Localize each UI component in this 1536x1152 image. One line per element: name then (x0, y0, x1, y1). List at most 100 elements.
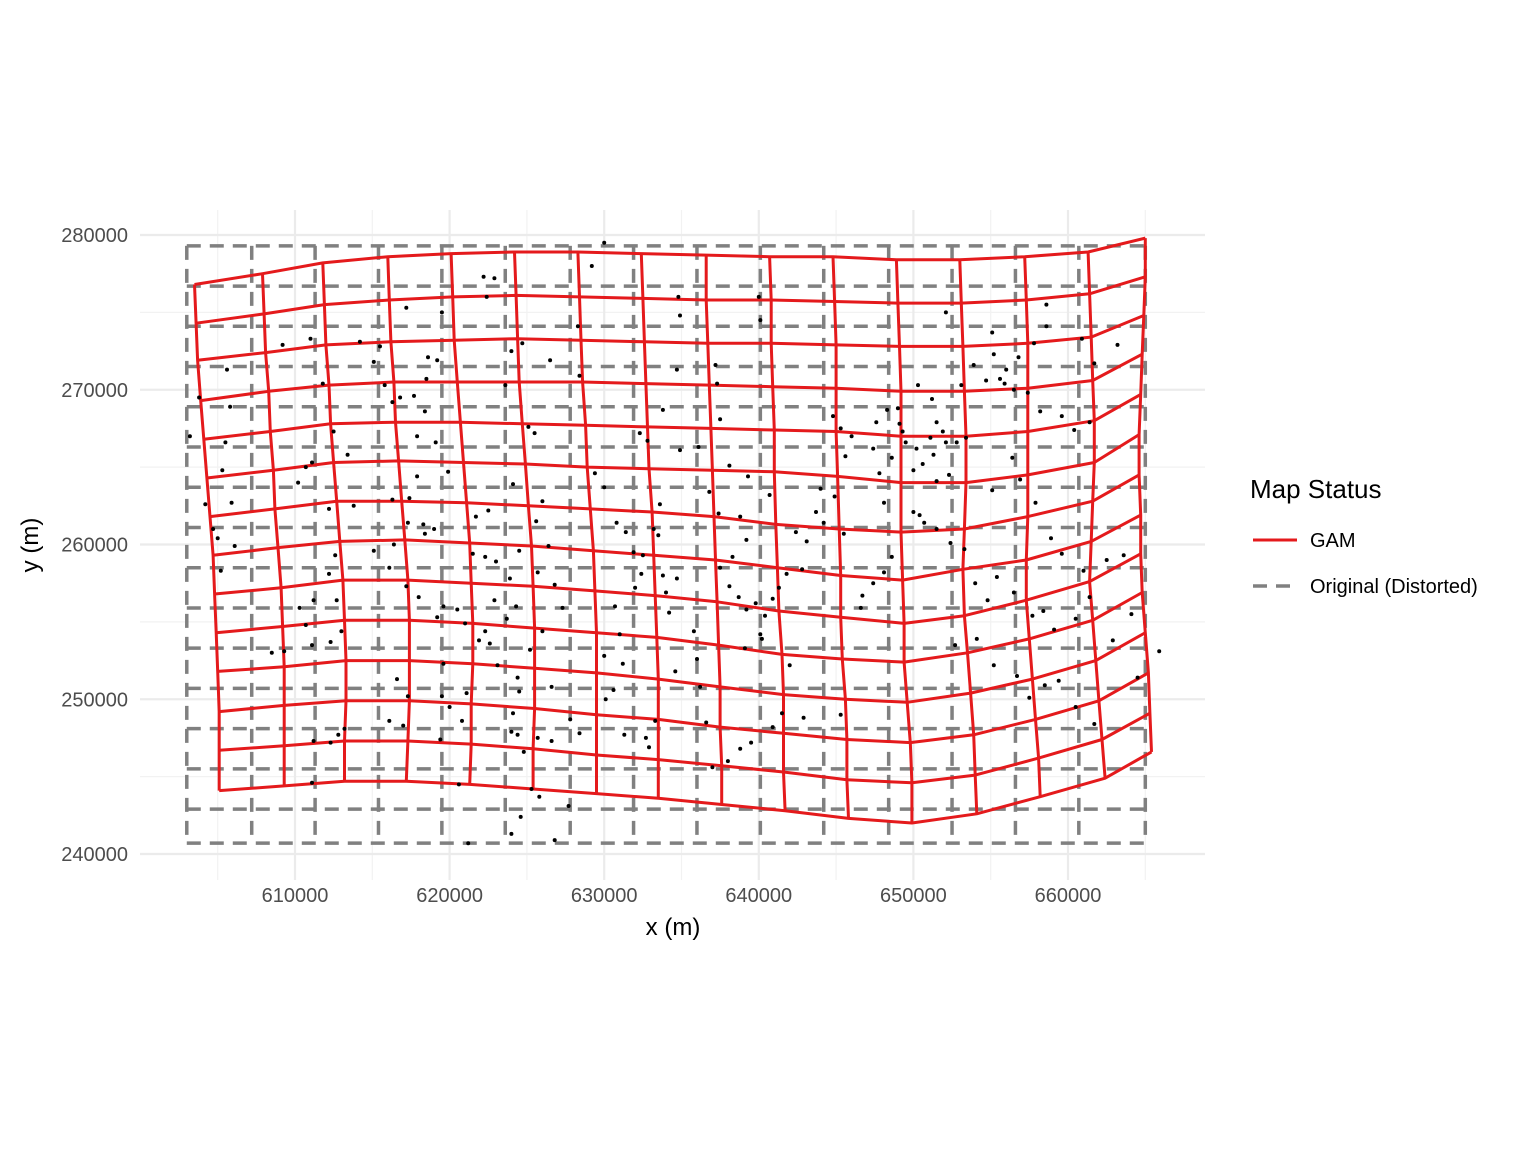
point-222 (877, 471, 882, 476)
point-139 (631, 550, 636, 555)
point-2 (223, 440, 228, 445)
point-181 (770, 596, 775, 601)
gam-col-3 (386, 256, 411, 782)
point-165 (664, 590, 668, 595)
y-tick-label-2: 260000 (61, 535, 128, 557)
point-216 (838, 712, 843, 717)
point-157 (637, 431, 642, 436)
point-257 (1059, 551, 1064, 556)
point-131 (577, 373, 582, 378)
point-130 (548, 358, 553, 363)
point-255 (1121, 553, 1126, 558)
point-260 (1018, 477, 1023, 482)
point-296 (1042, 683, 1047, 688)
point-224 (874, 420, 879, 425)
point-195 (746, 474, 750, 479)
point-190 (838, 426, 843, 431)
point-118 (540, 499, 545, 504)
point-33 (311, 739, 316, 743)
point-41 (382, 383, 387, 388)
point-213 (758, 632, 763, 637)
point-241 (922, 520, 927, 525)
point-146 (611, 688, 616, 692)
point-116 (509, 831, 514, 836)
point-297 (1056, 678, 1061, 683)
point-35 (336, 732, 341, 737)
point-127 (577, 731, 582, 736)
point-152 (676, 294, 681, 299)
point-31 (282, 649, 287, 654)
point-254 (1104, 558, 1109, 562)
gam-row-9 (216, 591, 1143, 664)
point-194 (767, 493, 772, 497)
point-231 (920, 462, 925, 466)
point-304 (818, 486, 823, 491)
point-32 (269, 650, 274, 655)
point-134 (602, 240, 607, 245)
point-141 (633, 585, 638, 590)
point-278 (1115, 342, 1120, 347)
legend-label-original: Original (Distorted) (1310, 576, 1478, 598)
point-186 (814, 510, 818, 514)
point-122 (560, 605, 565, 610)
point-89 (526, 424, 531, 429)
point-244 (962, 547, 967, 552)
x-tick-label-1: 620000 (416, 885, 483, 907)
gam-row-4 (203, 393, 1142, 441)
point-115 (529, 787, 534, 791)
point-273 (1038, 409, 1043, 414)
gam-col-15 (1137, 238, 1153, 752)
point-264 (984, 378, 989, 383)
point-54 (415, 474, 420, 479)
point-229 (903, 440, 908, 445)
point-196 (727, 463, 732, 468)
point-64 (404, 584, 409, 589)
gam-row-1 (195, 275, 1146, 325)
point-133 (589, 264, 594, 268)
point-57 (405, 520, 410, 525)
point-23 (327, 571, 331, 576)
legend: Map Status GAM Original (Distorted) (1250, 474, 1478, 598)
point-285 (1002, 381, 1007, 386)
point-284 (1004, 367, 1009, 372)
point-68 (455, 607, 460, 612)
point-161 (656, 533, 661, 538)
gam-col-1 (261, 273, 286, 786)
point-256 (1081, 568, 1086, 573)
point-63 (387, 565, 392, 570)
point-214 (742, 646, 747, 651)
point-177 (780, 711, 784, 716)
point-261 (1010, 455, 1015, 460)
point-188 (843, 454, 848, 459)
point-77 (447, 705, 452, 709)
point-22 (333, 553, 338, 558)
gam-col-8 (704, 255, 724, 805)
point-62 (371, 548, 376, 553)
gam-col-11 (894, 259, 914, 823)
point-173 (725, 759, 730, 764)
legend-title: Map Status (1250, 474, 1382, 504)
point-258 (1049, 536, 1053, 541)
point-49 (439, 310, 444, 315)
point-159 (657, 502, 662, 507)
point-120 (535, 570, 540, 575)
point-259 (1033, 500, 1038, 505)
point-144 (602, 653, 607, 658)
point-101 (504, 616, 509, 621)
point-21 (351, 503, 356, 508)
point-233 (940, 429, 945, 434)
point-70 (477, 638, 481, 643)
point-36 (342, 726, 347, 731)
point-250 (1041, 609, 1046, 613)
x-tick-label-2: 630000 (571, 885, 638, 907)
point-94 (470, 551, 475, 556)
point-81 (456, 782, 461, 787)
point-38 (357, 339, 362, 344)
point-228 (900, 429, 905, 434)
point-16 (296, 480, 301, 485)
point-263 (964, 435, 968, 440)
point-59 (432, 527, 437, 531)
point-66 (441, 604, 446, 609)
point-302 (1157, 649, 1162, 654)
point-11 (228, 404, 233, 409)
